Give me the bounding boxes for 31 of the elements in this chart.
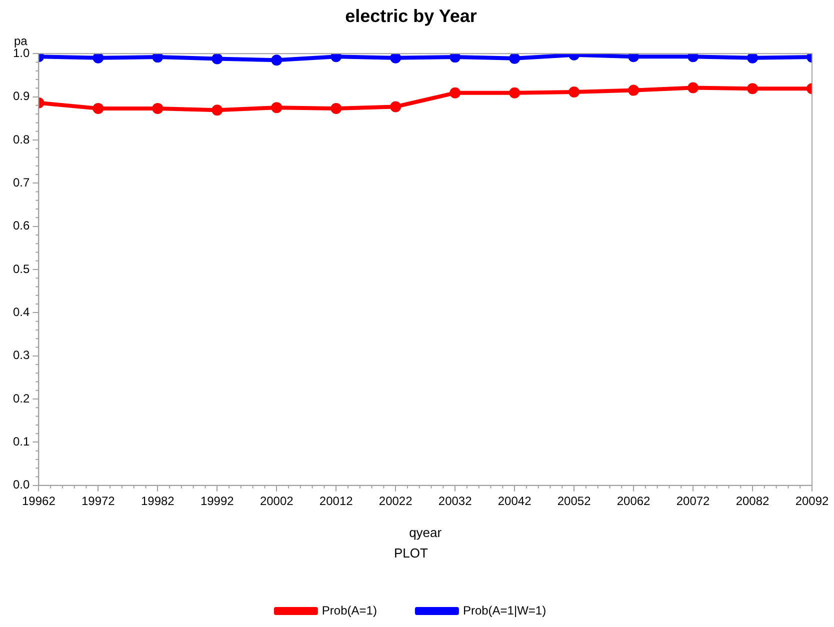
y-tick-label: 0.5	[12, 262, 30, 276]
y-tick-label: 0.1	[12, 434, 30, 449]
y-tick-label: 0.8	[12, 132, 30, 146]
legend-label: Prob(A=1)	[322, 603, 377, 618]
x-axis-title: qyear	[409, 525, 442, 540]
x-tick-label: 20062	[616, 494, 651, 508]
y-tick-label: 0.9	[12, 89, 30, 104]
y-tick-label: 0.7	[12, 175, 30, 190]
x-tick-label: 19972	[81, 494, 116, 508]
x-tick-label: 19982	[140, 494, 175, 508]
x-tick-label: 20082	[736, 494, 770, 508]
y-tick-label: 0.4	[12, 304, 30, 319]
y-tick-label: 1.0	[12, 46, 30, 60]
y-tick-label: 0.2	[12, 391, 30, 406]
x-tick-label: 19962	[22, 494, 56, 508]
x-tick-label: 19992	[200, 494, 234, 508]
y-axis-title: pa	[14, 34, 28, 48]
legend-label: Prob(A=1|W=1)	[462, 603, 546, 618]
x-tick-label: 20002	[260, 494, 294, 508]
x-tick-label: 20022	[378, 494, 413, 508]
legend-title: PLOT	[394, 545, 428, 560]
x-tick-label: 20012	[319, 494, 354, 508]
x-tick-label: 20052	[557, 494, 592, 508]
chart-title: electric by Year	[345, 6, 477, 26]
y-tick-label: 0.6	[12, 218, 30, 233]
y-tick-label: 0.0	[12, 478, 30, 492]
x-tick-label: 20042	[498, 494, 532, 508]
x-tick-label: 20032	[438, 494, 472, 508]
x-tick-label: 20092	[795, 494, 830, 508]
x-tick-label: 20072	[676, 494, 710, 508]
y-tick-label: 0.3	[12, 348, 30, 362]
